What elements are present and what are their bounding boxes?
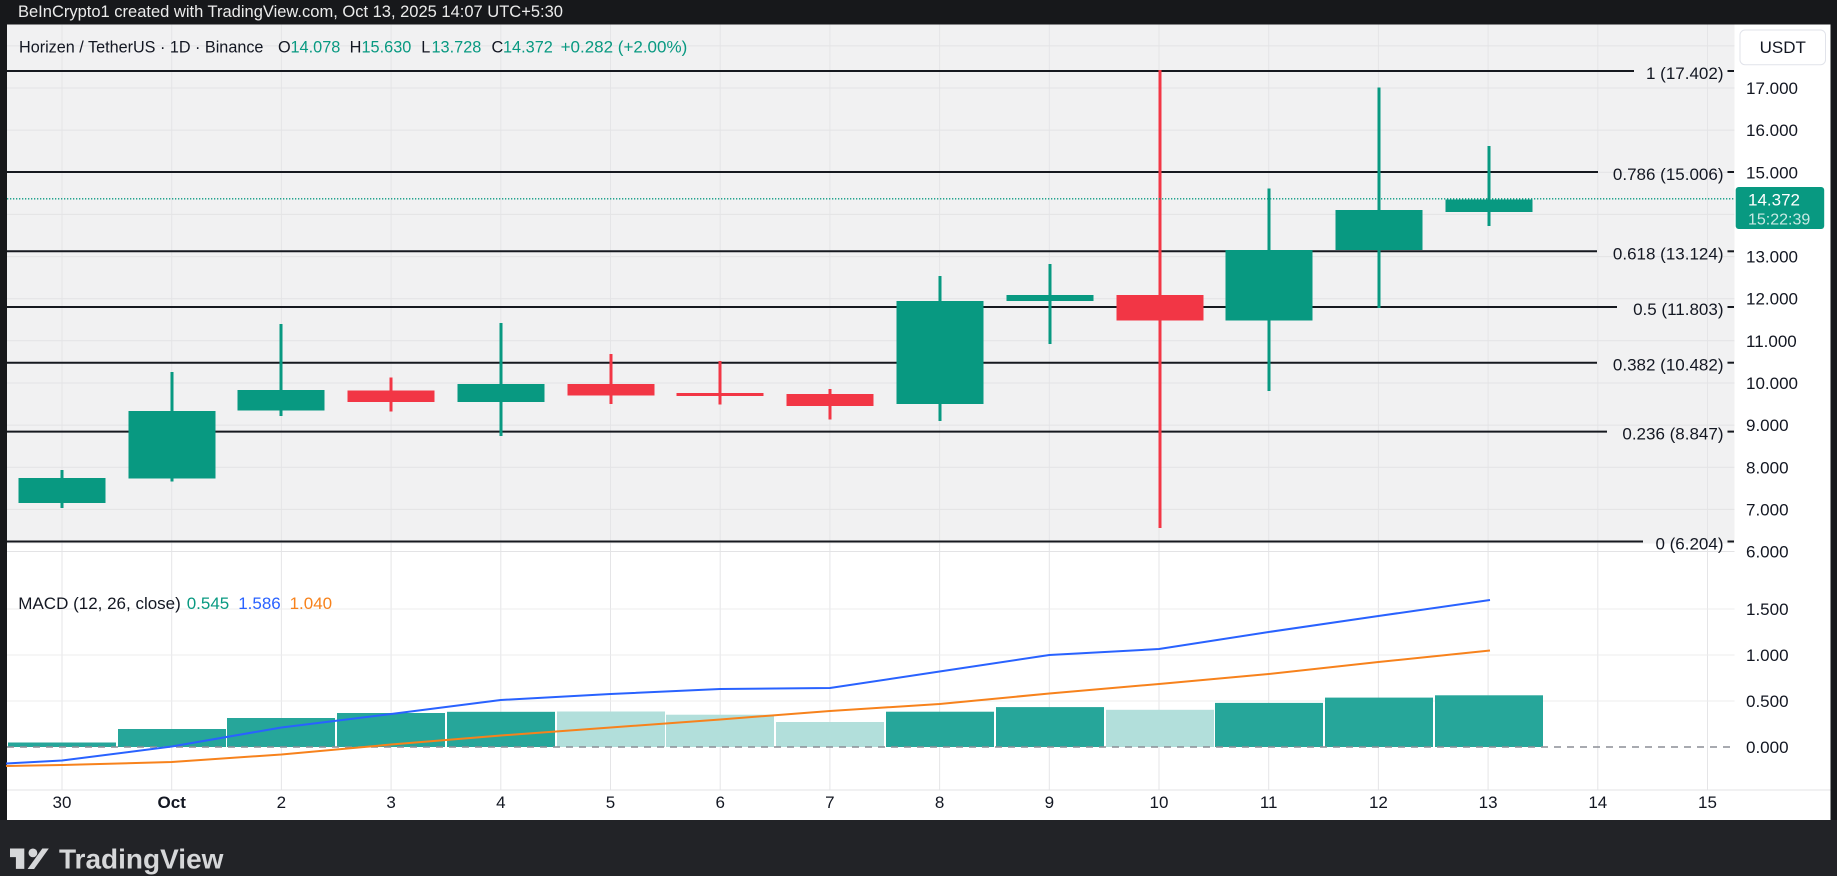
svg-text:10.000: 10.000	[1746, 374, 1798, 393]
svg-text:0.618 (13.124): 0.618 (13.124)	[1613, 244, 1724, 263]
svg-text:TradingView: TradingView	[59, 844, 224, 875]
svg-text:L: L	[421, 39, 430, 57]
svg-text:9: 9	[1045, 793, 1054, 812]
svg-text:1.040: 1.040	[290, 594, 333, 613]
svg-text:7.000: 7.000	[1746, 500, 1789, 519]
svg-text:30: 30	[53, 793, 72, 812]
svg-text:6.000: 6.000	[1746, 543, 1789, 562]
svg-text:1 (17.402): 1 (17.402)	[1646, 64, 1724, 83]
svg-text:14: 14	[1588, 793, 1607, 812]
svg-text:0.5 (11.803): 0.5 (11.803)	[1633, 300, 1723, 319]
svg-text:0.000: 0.000	[1746, 738, 1789, 757]
svg-text:3: 3	[386, 793, 395, 812]
svg-text:H: H	[350, 39, 362, 57]
svg-text:12.000: 12.000	[1746, 290, 1798, 309]
svg-text:O: O	[278, 39, 291, 57]
svg-text:11.000: 11.000	[1746, 332, 1797, 351]
svg-text:8: 8	[935, 793, 944, 812]
svg-text:14.372: 14.372	[1748, 191, 1800, 210]
svg-text:9.000: 9.000	[1746, 416, 1789, 435]
svg-text:1.500: 1.500	[1746, 600, 1789, 619]
svg-text:13: 13	[1479, 793, 1498, 812]
svg-text:Oct: Oct	[158, 793, 187, 812]
svg-text:12: 12	[1369, 793, 1388, 812]
svg-text:+0.282 (+2.00%): +0.282 (+2.00%)	[561, 38, 688, 57]
svg-text:15.000: 15.000	[1746, 163, 1798, 182]
svg-text:14.372: 14.372	[503, 39, 553, 57]
svg-text:5: 5	[606, 793, 615, 812]
svg-text:4: 4	[496, 793, 505, 812]
svg-text:MACD (12, 26, close): MACD (12, 26, close)	[18, 594, 181, 613]
svg-text:6: 6	[715, 793, 724, 812]
svg-text:16.000: 16.000	[1746, 121, 1798, 140]
svg-text:2: 2	[277, 793, 286, 812]
svg-text:0.236 (8.847): 0.236 (8.847)	[1622, 425, 1723, 444]
svg-text:0.786 (15.006): 0.786 (15.006)	[1613, 165, 1724, 184]
svg-text:0.382 (10.482): 0.382 (10.482)	[1613, 356, 1724, 375]
svg-text:15: 15	[1698, 793, 1717, 812]
svg-text:BeInCrypto1 created with Tradi: BeInCrypto1 created with TradingView.com…	[18, 3, 563, 21]
svg-text:17.000: 17.000	[1746, 79, 1798, 98]
svg-text:8.000: 8.000	[1746, 458, 1789, 477]
svg-text:11: 11	[1260, 793, 1278, 812]
svg-text:7: 7	[825, 793, 834, 812]
svg-text:14.078: 14.078	[291, 39, 341, 57]
svg-text:0 (6.204): 0 (6.204)	[1655, 535, 1723, 554]
svg-text:0.500: 0.500	[1746, 692, 1789, 711]
svg-text:USDT: USDT	[1760, 38, 1806, 57]
svg-text:15.630: 15.630	[362, 39, 412, 57]
svg-text:0.545: 0.545	[187, 594, 230, 613]
svg-text:10: 10	[1150, 793, 1169, 812]
svg-text:13.728: 13.728	[432, 39, 482, 57]
svg-text:13.000: 13.000	[1746, 248, 1798, 267]
svg-text:1.000: 1.000	[1746, 646, 1789, 665]
svg-text:C: C	[492, 39, 504, 57]
svg-text:15:22:39: 15:22:39	[1748, 212, 1810, 229]
svg-text:Horizen / TetherUS · 1D · Bina: Horizen / TetherUS · 1D · Binance	[19, 39, 263, 57]
svg-text:1.586: 1.586	[238, 594, 281, 613]
